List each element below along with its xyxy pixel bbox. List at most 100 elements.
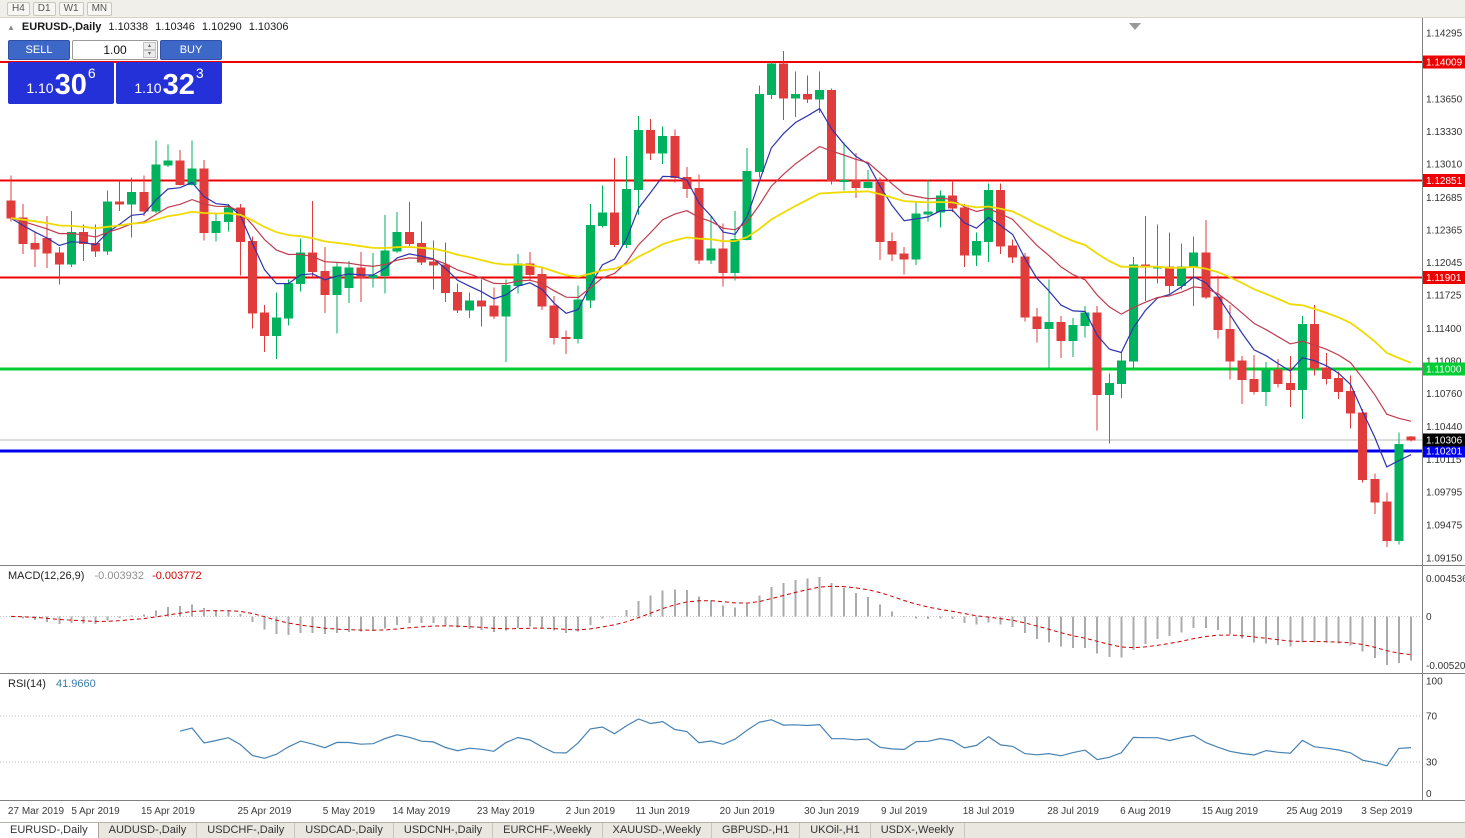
close-value: 1.10306: [248, 21, 289, 33]
macd-signal-value: -0.003772: [152, 570, 202, 582]
svg-text:-0.005205: -0.005205: [1426, 661, 1465, 672]
svg-text:0.004536: 0.004536: [1426, 574, 1465, 585]
rsi-chart[interactable]: 100 70 30 0: [0, 673, 1465, 800]
svg-text:1.10201: 1.10201: [1426, 446, 1463, 457]
svg-text:0: 0: [1426, 612, 1432, 623]
svg-text:1.10115: 1.10115: [1426, 455, 1462, 466]
date-tick-label: 11 Jun 2019: [635, 806, 690, 817]
svg-text:70: 70: [1426, 711, 1438, 722]
chart-tab-eurusd-daily[interactable]: EURUSD-,Daily: [0, 823, 99, 838]
date-tick-label: 5 May 2019: [322, 806, 376, 817]
date-tick-label: 27 Mar 2019: [7, 806, 65, 817]
price-chart-panel: 1.14295 1.13650 1.13330 1.13010 1.12685 1.123…: [0, 18, 1465, 565]
chart-header: ▲ EURUSD-,Daily 1.10338 1.10346 1.10290 …: [7, 21, 288, 33]
svg-text:1.12851: 1.12851: [1426, 176, 1463, 187]
date-tick-label: 23 May 2019: [476, 806, 535, 817]
rsi-label: RSI(14) 41.9660: [8, 678, 96, 690]
date-tick-label: 30 Jun 2019: [804, 806, 860, 817]
macd-main-value: -0.003932: [94, 570, 145, 582]
svg-text:1.10440: 1.10440: [1426, 422, 1463, 433]
buy-price-main: 32: [162, 69, 195, 101]
date-tick-label: 25 Aug 2019: [1286, 806, 1343, 817]
buy-price-pip: 3: [195, 65, 204, 81]
sell-price-box[interactable]: 1.10 30 6: [8, 62, 114, 104]
chart-tab-gbpusd-h1[interactable]: GBPUSD-,H1: [712, 823, 801, 838]
svg-text:1.09795: 1.09795: [1426, 488, 1463, 499]
date-tick-label: 18 Jul 2019: [962, 806, 1015, 817]
chart-tab-eurchf-weekly[interactable]: EURCHF-,Weekly: [493, 823, 603, 838]
svg-text:1.11725: 1.11725: [1426, 291, 1462, 302]
one-click-toggle-icon[interactable]: ▲: [7, 22, 15, 32]
date-tick-label: 2 Jun 2019: [565, 806, 616, 817]
high-value: 1.10346: [155, 21, 195, 33]
date-tick-label: 6 Aug 2019: [1120, 806, 1171, 817]
date-tick-label: 3 Sep 2019: [1361, 806, 1413, 817]
timeframe-w1-button[interactable]: W1: [58, 1, 84, 16]
volume-down-button[interactable]: ▾: [143, 50, 156, 58]
chart-tab-usdcad-daily[interactable]: USDCAD-,Daily: [295, 823, 394, 838]
svg-text:1.12045: 1.12045: [1426, 258, 1463, 269]
svg-text:1.10760: 1.10760: [1426, 389, 1463, 400]
svg-text:1.12685: 1.12685: [1426, 193, 1463, 204]
timeframe-mn-button[interactable]: MN: [86, 1, 113, 16]
chart-tab-ukoil-h1[interactable]: UKOil-,H1: [800, 823, 871, 838]
date-tick-label: 9 Jul 2019: [881, 806, 928, 817]
svg-text:1.14009: 1.14009: [1426, 58, 1463, 69]
svg-text:1.09475: 1.09475: [1426, 520, 1463, 531]
svg-text:1.11080: 1.11080: [1426, 357, 1462, 368]
macd-panel: 0.004536 0 -0.005205 MACD(12,26,9) -0.0039…: [0, 565, 1465, 673]
macd-label: MACD(12,26,9) -0.003932 -0.003772: [8, 570, 202, 582]
rsi-name: RSI(14): [8, 678, 46, 690]
sell-price-pip: 6: [87, 65, 96, 81]
date-tick-label: 28 Jul 2019: [1047, 806, 1099, 817]
sell-price-main: 30: [54, 69, 87, 101]
svg-text:1.11901: 1.11901: [1426, 273, 1462, 284]
date-tick-label: 15 Aug 2019: [1201, 806, 1259, 817]
svg-text:1.13650: 1.13650: [1426, 94, 1463, 105]
buy-price-prefix: 1.10: [134, 80, 162, 96]
chart-tab-xauusd-weekly[interactable]: XAUUSD-,Weekly: [603, 823, 712, 838]
low-value: 1.10290: [201, 21, 242, 33]
chart-symbol-label: EURUSD-,Daily: [21, 21, 102, 33]
one-click-trading-panel: SELL 1.00 ▴ ▾ BUY 1.10 30 6 1.10: [8, 40, 222, 104]
chart-tab-usdchf-daily[interactable]: USDCHF-,Daily: [197, 823, 296, 838]
date-tick-label: 25 Apr 2019: [237, 806, 292, 817]
svg-text:1.10306: 1.10306: [1426, 436, 1463, 447]
chart-tab-bar: EURUSD-,Daily AUDUSD-,Daily USDCHF-,Daily U…: [0, 822, 1465, 838]
date-tick-label: 5 Apr 2019: [71, 806, 120, 817]
chart-tab-usdcnh-daily[interactable]: USDCNH-,Daily: [394, 823, 494, 838]
chart-tab-audusd-daily[interactable]: AUDUSD-,Daily: [99, 823, 198, 838]
svg-text:0: 0: [1426, 789, 1432, 800]
rsi-panel: 100 70 30 0 RSI(14) 41.9660: [0, 673, 1465, 800]
svg-text:100: 100: [1426, 677, 1443, 688]
buy-price-box[interactable]: 1.10 32 3: [116, 62, 222, 104]
candlestick-chart[interactable]: 1.14295 1.13650 1.13330 1.13010 1.12685 1.123…: [0, 18, 1465, 565]
macd-chart[interactable]: 0.004536 0 -0.005205: [0, 565, 1465, 673]
svg-text:30: 30: [1426, 758, 1438, 769]
date-tick-label: 15 Apr 2019: [140, 806, 195, 817]
svg-text:1.11000: 1.11000: [1426, 365, 1462, 376]
svg-text:1.09150: 1.09150: [1426, 554, 1463, 565]
volume-up-button[interactable]: ▴: [143, 42, 156, 50]
date-tick-label: 20 Jun 2019: [719, 806, 775, 817]
svg-text:1.13330: 1.13330: [1426, 127, 1463, 138]
open-value: 1.10338: [108, 21, 149, 33]
time-axis[interactable]: 27 Mar 2019 5 Apr 2019 15 Apr 2019 25 Apr 2…: [0, 800, 1465, 822]
timeframe-h4-button[interactable]: H4: [7, 1, 30, 16]
svg-text:1.11400: 1.11400: [1426, 324, 1462, 335]
svg-text:1.13010: 1.13010: [1426, 160, 1463, 171]
timeframe-d1-button[interactable]: D1: [32, 1, 56, 16]
volume-spinner: ▴ ▾: [143, 42, 156, 58]
sell-price-prefix: 1.10: [26, 80, 54, 96]
buy-button[interactable]: BUY: [160, 40, 222, 60]
period-toolbar: H4 D1 W1 MN: [0, 0, 1465, 18]
sell-button[interactable]: SELL: [8, 40, 70, 60]
svg-text:1.14295: 1.14295: [1426, 29, 1463, 40]
volume-input[interactable]: 1.00 ▴ ▾: [72, 40, 158, 60]
rsi-value: 41.9660: [55, 678, 96, 690]
svg-text:1.12365: 1.12365: [1426, 225, 1463, 236]
macd-name: MACD(12,26,9): [8, 570, 85, 582]
chart-tab-usdx-weekly[interactable]: USDX-,Weekly: [871, 823, 965, 838]
volume-value: 1.00: [103, 43, 127, 57]
